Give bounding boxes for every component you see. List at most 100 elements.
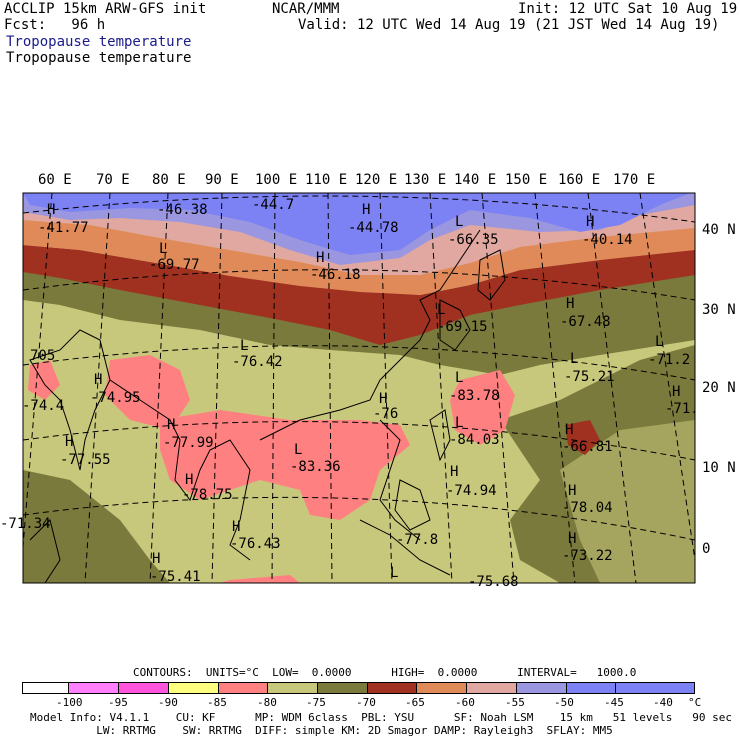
extremum-type: L bbox=[437, 302, 446, 318]
lat-label: 0 bbox=[702, 541, 711, 557]
legend-swatch bbox=[22, 682, 69, 694]
extremum-value: -67.48 bbox=[560, 314, 611, 330]
extremum-type: H bbox=[672, 384, 681, 400]
extremum-type: H bbox=[362, 202, 371, 218]
extremum-type: L bbox=[455, 370, 464, 386]
lon-label: 130 E bbox=[404, 172, 447, 188]
lat-label: 30 N bbox=[702, 302, 736, 318]
extremum-value: 705 bbox=[30, 348, 56, 364]
legend-swatch bbox=[267, 682, 318, 694]
extremum-type: L bbox=[455, 415, 464, 431]
legend-swatch bbox=[516, 682, 567, 694]
extremum-value: -75.68 bbox=[468, 574, 519, 590]
extremum-value: -74.4 bbox=[22, 398, 65, 414]
extremum-value: -66.81 bbox=[562, 439, 613, 455]
legend-swatch bbox=[367, 682, 417, 694]
extremum-type: H bbox=[566, 296, 575, 312]
graticule bbox=[23, 193, 695, 583]
extremum-type: L bbox=[390, 565, 399, 581]
lat-label: 40 N bbox=[702, 222, 736, 238]
model-info-line-1: Model Info: V4.1.1 CU: KF MP: WDM 6class… bbox=[30, 711, 732, 724]
extremum-value: -84.03 bbox=[449, 432, 500, 448]
legend-swatch bbox=[168, 682, 219, 694]
extremum-value: -83.78 bbox=[449, 388, 500, 404]
legend-swatch bbox=[218, 682, 268, 694]
extremum-type: H bbox=[316, 250, 325, 266]
legend-label: -60 bbox=[455, 696, 475, 709]
contours-info: CONTOURS: UNITS=°C LOW= 0.0000 HIGH= 0.0… bbox=[133, 666, 637, 679]
extremum-type: L bbox=[159, 241, 168, 257]
lon-label: 150 E bbox=[505, 172, 548, 188]
extremum-value: -75.21 bbox=[564, 369, 615, 385]
field-title-1: Tropopause temperature bbox=[6, 34, 192, 50]
extremum-value: -75.41 bbox=[150, 569, 201, 585]
legend-swatch bbox=[118, 682, 169, 694]
extremum-value: -44.7 bbox=[252, 197, 295, 213]
legend-swatch bbox=[68, 682, 119, 694]
extremum-type: H bbox=[568, 531, 577, 547]
legend-label: -55 bbox=[505, 696, 525, 709]
extremum-value: -40.14 bbox=[582, 232, 633, 248]
extremum-type: H bbox=[379, 391, 388, 407]
extremum-value: -41.77 bbox=[38, 220, 89, 236]
lon-label: 70 E bbox=[96, 172, 130, 188]
extremum-type: L bbox=[294, 442, 303, 458]
legend-unit: °C bbox=[688, 696, 702, 709]
extremum-value: -71.34 bbox=[0, 516, 51, 532]
legend-label: -65 bbox=[405, 696, 425, 709]
map-frame bbox=[22, 192, 696, 584]
lat-label: 20 N bbox=[702, 380, 736, 396]
lon-label: 100 E bbox=[255, 172, 298, 188]
extremum-type: H bbox=[167, 417, 176, 433]
field-title-2: Tropopause temperature bbox=[6, 50, 192, 66]
extremum-value: -46.38 bbox=[157, 202, 208, 218]
extremum-type: H bbox=[185, 472, 194, 488]
legend-label: -95 bbox=[108, 696, 128, 709]
valid-time: Valid: 12 UTC Wed 14 Aug 19 (21 JST Wed … bbox=[298, 17, 720, 33]
legend-label: -75 bbox=[306, 696, 326, 709]
lat-label: 10 N bbox=[702, 460, 736, 476]
extremum-type: L bbox=[655, 334, 664, 350]
model-info-line-2: LW: RRTMG SW: RRTMG DIFF: simple KM: 2D … bbox=[30, 724, 613, 737]
extremum-value: -76 bbox=[373, 406, 399, 422]
legend-swatch bbox=[566, 682, 616, 694]
legend-label: -100 bbox=[56, 696, 83, 709]
extremum-type: H bbox=[450, 464, 459, 480]
legend-label: -80 bbox=[257, 696, 277, 709]
legend-label: -40 bbox=[653, 696, 673, 709]
legend-label: -45 bbox=[604, 696, 624, 709]
extremum-value: -76.43 bbox=[230, 536, 281, 552]
shaded-field bbox=[23, 193, 695, 583]
coastlines bbox=[29, 229, 506, 583]
extremum-type: H bbox=[152, 551, 161, 567]
legend-swatch bbox=[416, 682, 467, 694]
extremum-type: H bbox=[94, 372, 103, 388]
legend-label: -90 bbox=[158, 696, 178, 709]
lon-label: 80 E bbox=[152, 172, 186, 188]
lon-label: 170 E bbox=[613, 172, 656, 188]
extremum-value: -77.99 bbox=[163, 435, 214, 451]
extremum-value: -74.95 bbox=[90, 390, 141, 406]
extremum-value: -46.18 bbox=[310, 267, 361, 283]
legend-swatch bbox=[317, 682, 368, 694]
legend-swatch bbox=[466, 682, 517, 694]
lon-label: 120 E bbox=[355, 172, 398, 188]
extremum-type: H bbox=[47, 202, 56, 218]
extremum-value: -73.22 bbox=[562, 548, 613, 564]
legend-label: -70 bbox=[356, 696, 376, 709]
lon-label: 60 E bbox=[38, 172, 72, 188]
lon-label: 140 E bbox=[454, 172, 497, 188]
extremum-value: -78.04 bbox=[562, 500, 613, 516]
extremum-value: -77.55 bbox=[60, 452, 111, 468]
extremum-value: -66.35 bbox=[448, 232, 499, 248]
init-time: Init: 12 UTC Sat 10 Aug 19 bbox=[518, 1, 738, 17]
lon-label: 160 E bbox=[558, 172, 601, 188]
extremum-value: -76.42 bbox=[232, 354, 283, 370]
extremum-value: -83.36 bbox=[290, 459, 341, 475]
extremum-value: -74.94 bbox=[446, 483, 497, 499]
lon-label: 90 E bbox=[205, 172, 239, 188]
model-title: ACCLIP 15km ARW-GFS init bbox=[4, 1, 207, 17]
extremum-value: -78.75 bbox=[182, 487, 233, 503]
